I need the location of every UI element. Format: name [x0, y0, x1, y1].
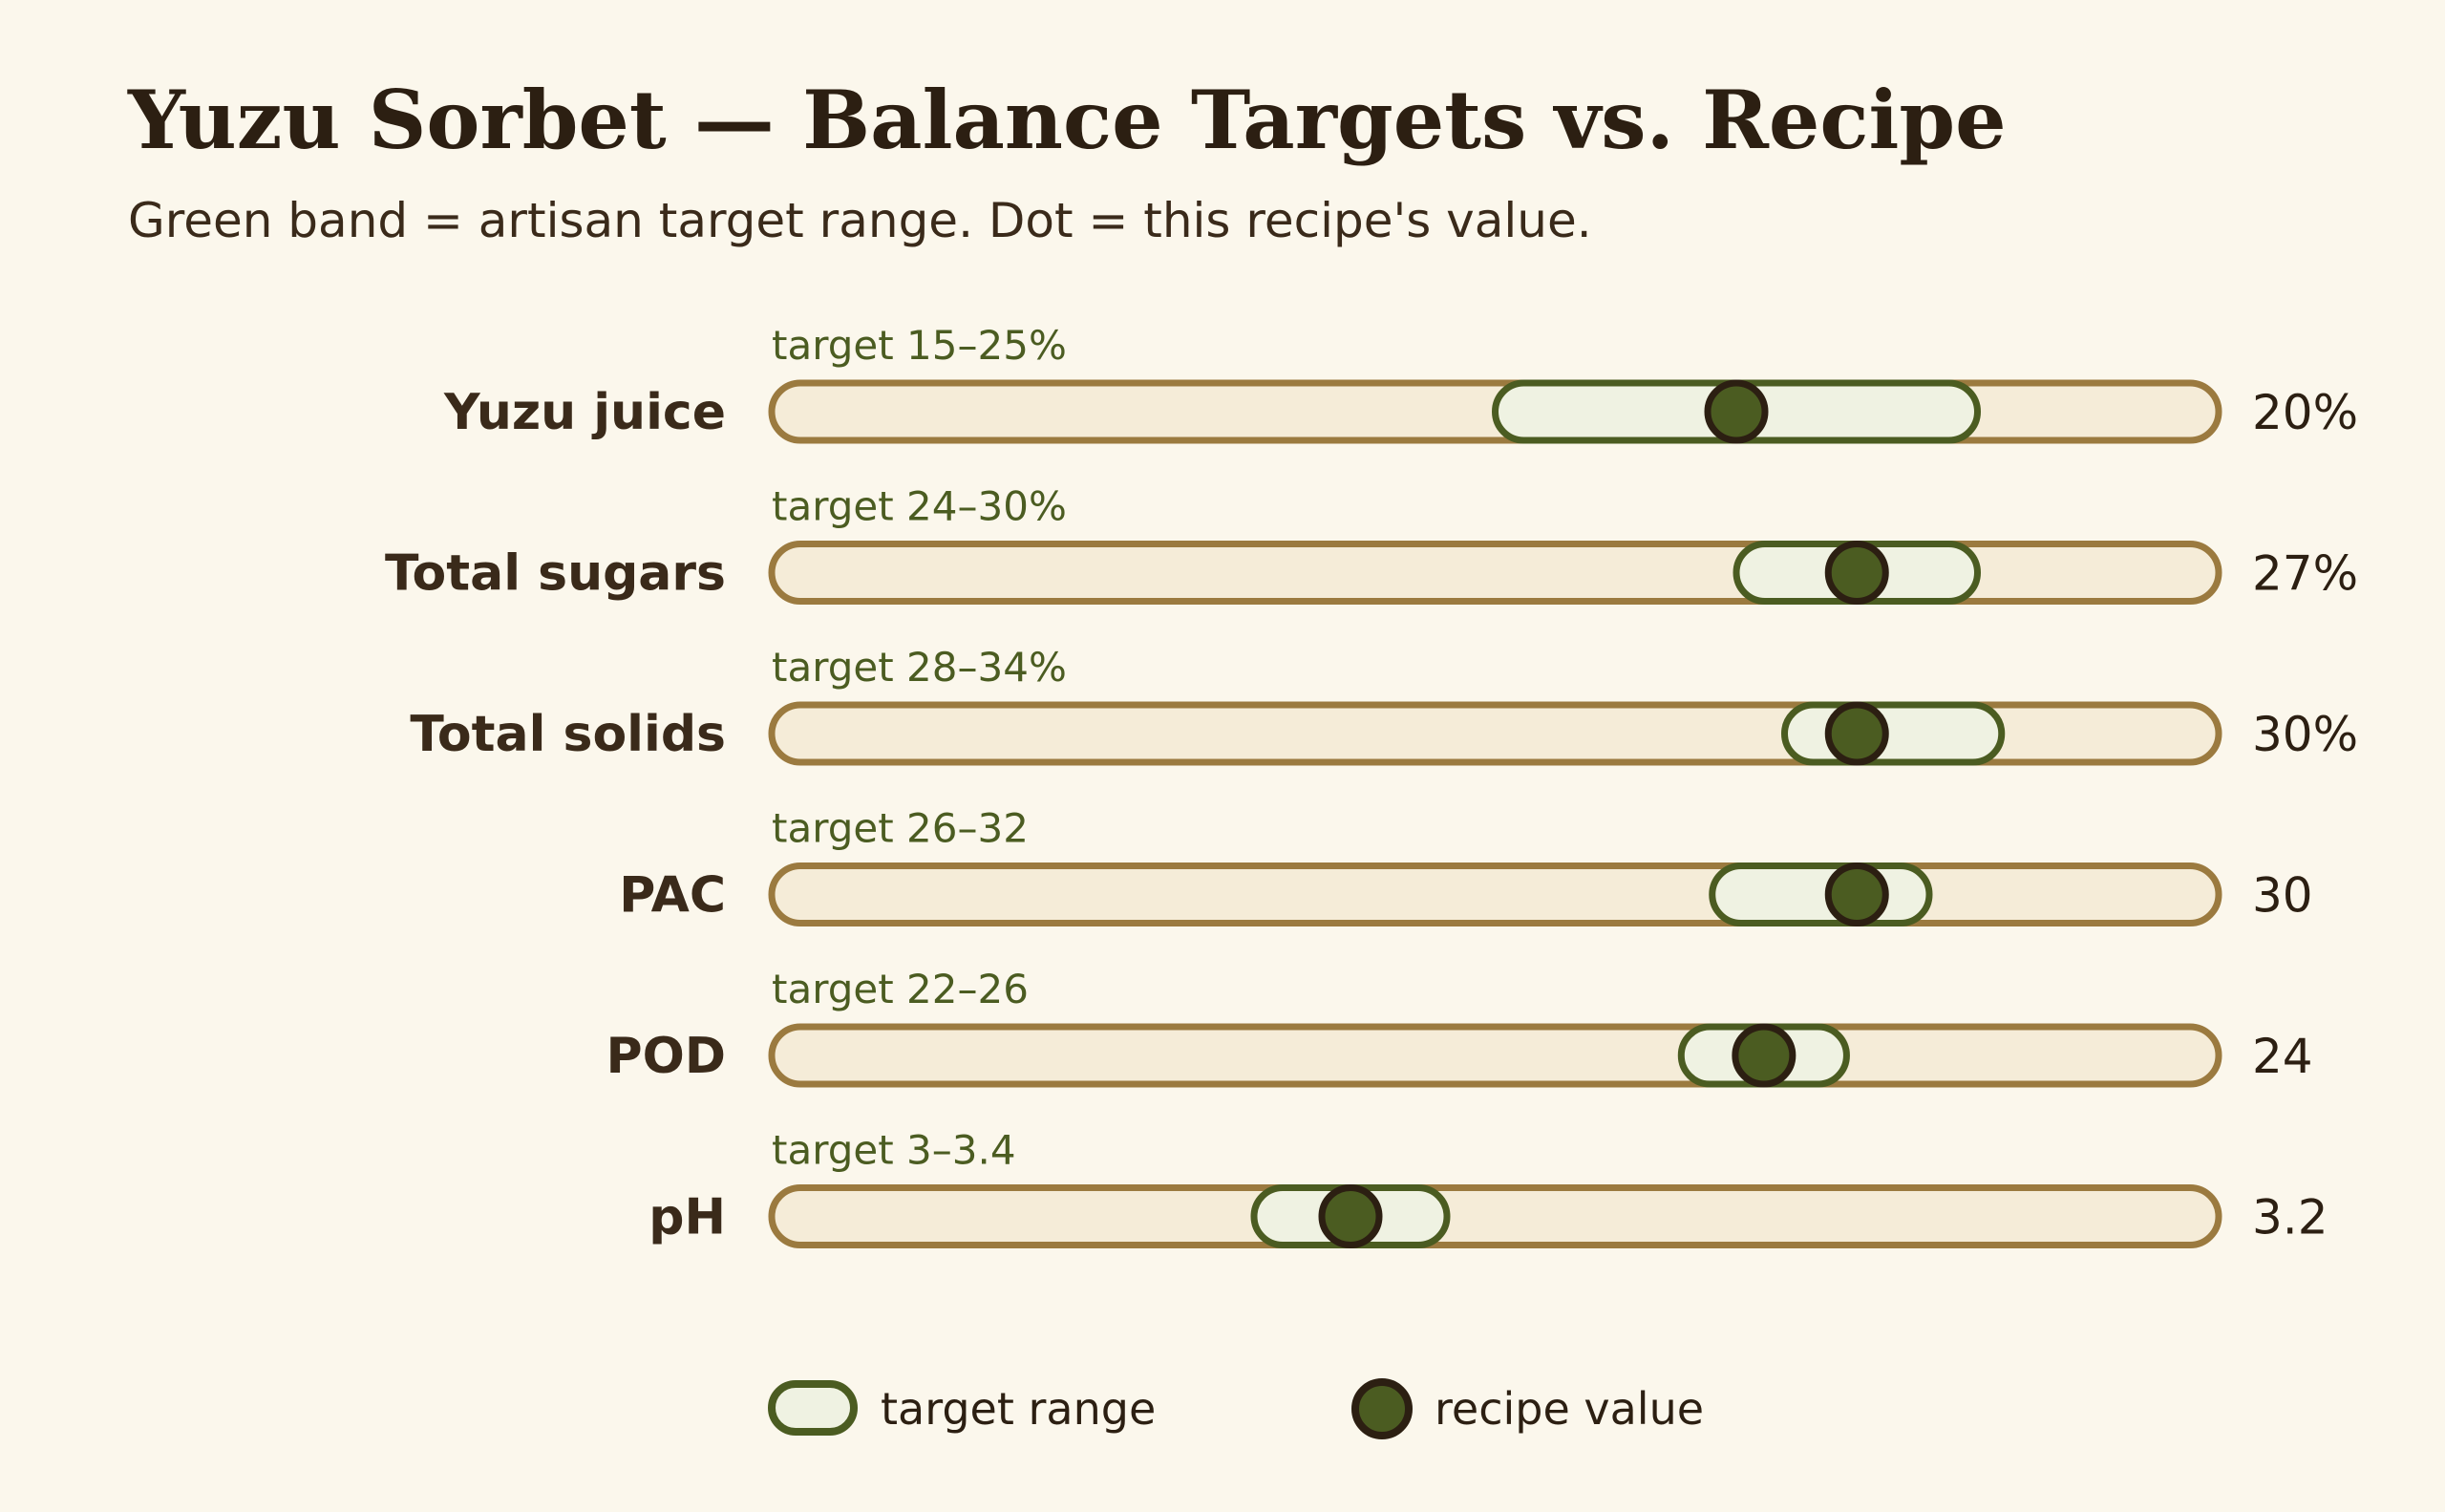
row-pac: target 26–32 PAC 30 — [619, 805, 2313, 926]
legend-value-swatch — [1351, 1378, 1413, 1439]
track-total-sugars — [768, 541, 2222, 605]
value-dot-total-solids — [1824, 701, 1889, 766]
target-label-pac: target 26–32 — [772, 805, 1029, 852]
target-band-total-solids — [1781, 701, 2006, 766]
value-dot-pod — [1732, 1023, 1797, 1088]
row-label-pac: PAC — [619, 867, 726, 925]
row-pod: target 22–26 POD 24 — [606, 966, 2313, 1088]
row-label-total-sugars: Total sugars — [385, 545, 726, 603]
value-label-yuzu-juice: 20% — [2252, 385, 2358, 440]
row-label-pod: POD — [606, 1028, 726, 1085]
legend: target range recipe value — [768, 1378, 1704, 1439]
value-dot-yuzu-juice — [1704, 379, 1769, 444]
track-pod — [768, 1023, 2222, 1088]
value-label-pac: 30 — [2252, 868, 2313, 924]
value-label-total-solids: 30% — [2252, 707, 2358, 762]
target-label-total-solids: target 28–34% — [772, 644, 1067, 691]
row-label-ph: pH — [648, 1189, 726, 1246]
value-label-pod: 24 — [2252, 1029, 2313, 1084]
row-label-yuzu-juice: Yuzu juice — [443, 384, 726, 441]
legend-value-label: recipe value — [1435, 1383, 1704, 1435]
target-label-total-sugars: target 24–30% — [772, 483, 1067, 530]
row-ph: target 3–3.4 pH 3.2 — [648, 1127, 2328, 1248]
target-band-pac — [1709, 862, 1933, 926]
row-total-solids: target 28–34% Total solids 30% — [410, 644, 2358, 766]
legend-range-label: target range — [881, 1383, 1156, 1435]
target-label-pod: target 22–26 — [772, 966, 1029, 1012]
chart-rows: target 15–25% Yuzu juice 20% target 24–30% T… — [385, 322, 2358, 1248]
target-label-yuzu-juice: target 15–25% — [772, 322, 1067, 369]
value-dot-ph — [1318, 1184, 1383, 1248]
value-dot-total-sugars — [1824, 541, 1889, 605]
row-yuzu-juice: target 15–25% Yuzu juice 20% — [443, 322, 2358, 444]
track-ph — [768, 1184, 2222, 1248]
value-label-total-sugars: 27% — [2252, 546, 2358, 602]
value-dot-pac — [1824, 862, 1889, 926]
track-pac — [768, 862, 2222, 926]
chart-subtitle: Green band = artisan target range. Dot =… — [128, 193, 1592, 248]
value-label-ph: 3.2 — [2252, 1190, 2328, 1246]
row-label-total-solids: Total solids — [410, 706, 726, 763]
target-label-ph: target 3–3.4 — [772, 1127, 1016, 1174]
row-total-sugars: target 24–30% Total sugars 27% — [385, 483, 2358, 605]
chart-title: Yuzu Sorbet — Balance Targets vs. Recipe — [127, 73, 2007, 167]
legend-range-swatch — [768, 1380, 858, 1436]
